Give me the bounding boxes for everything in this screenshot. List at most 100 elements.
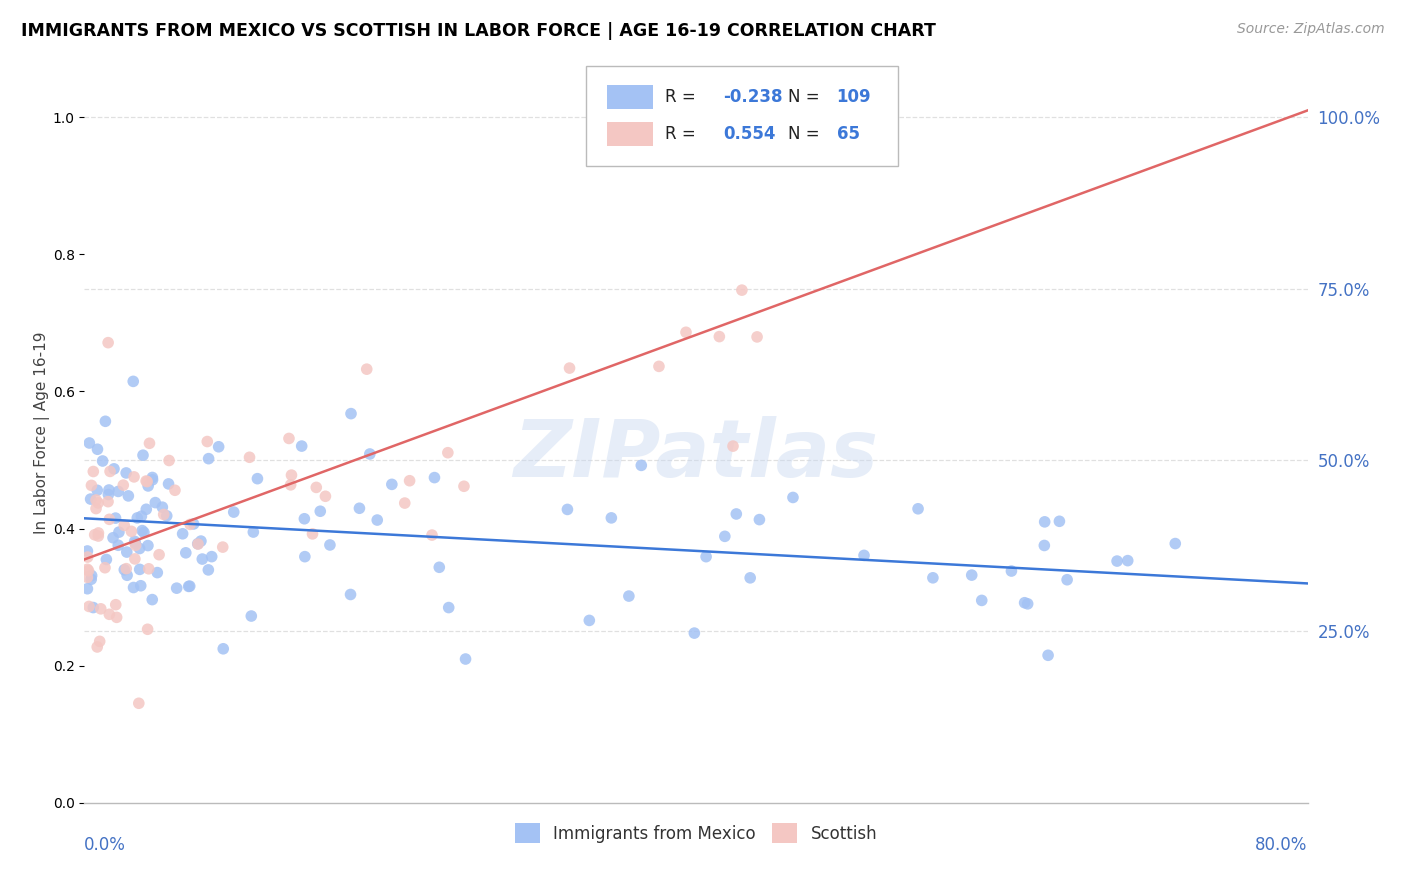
- Point: [136, 475, 159, 489]
- Point: [683, 626, 706, 640]
- Point: [174, 546, 197, 560]
- Point: [136, 539, 159, 553]
- Point: [1033, 515, 1056, 529]
- Point: [782, 491, 804, 505]
- Point: [278, 432, 301, 446]
- Point: [141, 470, 163, 484]
- Point: [291, 439, 314, 453]
- Point: [97, 494, 120, 508]
- Point: [1056, 573, 1078, 587]
- Point: [76, 562, 98, 576]
- Point: [138, 436, 160, 450]
- Point: [166, 581, 188, 595]
- Point: [80, 568, 103, 582]
- Point: [309, 504, 332, 518]
- Point: [76, 544, 98, 558]
- Point: [115, 545, 138, 559]
- Point: [222, 505, 245, 519]
- Point: [340, 407, 363, 421]
- Point: [117, 489, 139, 503]
- Point: [240, 609, 263, 624]
- Point: [84, 493, 107, 508]
- Point: [124, 552, 146, 566]
- Point: [76, 550, 98, 565]
- Point: [115, 466, 138, 480]
- Point: [157, 476, 180, 491]
- Point: [132, 448, 155, 462]
- Point: [695, 549, 717, 564]
- Point: [135, 502, 157, 516]
- Point: [1017, 597, 1039, 611]
- Point: [301, 527, 323, 541]
- Point: [922, 571, 945, 585]
- Point: [731, 283, 754, 297]
- Point: [150, 500, 173, 515]
- Point: [211, 540, 233, 554]
- Point: [128, 541, 150, 556]
- Point: [107, 484, 129, 499]
- Point: [97, 335, 120, 350]
- Point: [305, 480, 328, 494]
- Text: 65: 65: [837, 125, 859, 144]
- Point: [104, 511, 127, 525]
- Point: [124, 538, 146, 552]
- Point: [141, 473, 163, 487]
- Point: [131, 524, 153, 538]
- Point: [177, 579, 200, 593]
- Point: [79, 491, 101, 506]
- Point: [725, 507, 748, 521]
- Point: [427, 560, 450, 574]
- Point: [600, 511, 623, 525]
- Legend: Immigrants from Mexico, Scottish: Immigrants from Mexico, Scottish: [508, 816, 884, 850]
- Point: [437, 600, 460, 615]
- Point: [1000, 564, 1022, 578]
- Point: [280, 478, 302, 492]
- Point: [105, 610, 128, 624]
- Point: [86, 483, 108, 498]
- Point: [141, 592, 163, 607]
- Point: [1047, 514, 1070, 528]
- Point: [190, 534, 212, 549]
- Point: [453, 479, 475, 493]
- Point: [86, 640, 108, 654]
- FancyBboxPatch shape: [606, 122, 654, 146]
- Point: [745, 330, 768, 344]
- Point: [148, 548, 170, 562]
- Point: [294, 549, 316, 564]
- Point: [721, 439, 744, 453]
- Point: [101, 531, 124, 545]
- Point: [197, 563, 219, 577]
- Point: [319, 538, 342, 552]
- Point: [179, 579, 201, 593]
- Point: [187, 537, 209, 551]
- Point: [83, 528, 105, 542]
- Point: [90, 602, 112, 616]
- Point: [86, 442, 108, 457]
- Point: [187, 537, 209, 551]
- Point: [648, 359, 671, 374]
- Text: R =: R =: [665, 125, 696, 144]
- Point: [98, 464, 121, 478]
- Point: [122, 375, 145, 389]
- Point: [280, 468, 302, 483]
- Point: [398, 474, 420, 488]
- Point: [94, 560, 117, 574]
- Point: [129, 579, 152, 593]
- Point: [578, 614, 600, 628]
- Point: [246, 472, 269, 486]
- Point: [98, 607, 121, 622]
- Point: [76, 582, 98, 596]
- Point: [557, 502, 579, 516]
- Point: [80, 572, 103, 586]
- Point: [191, 552, 214, 566]
- Point: [197, 451, 219, 466]
- Point: [201, 549, 224, 564]
- Point: [136, 479, 159, 493]
- Point: [1107, 554, 1129, 568]
- Point: [124, 536, 146, 550]
- Text: ZIPatlas: ZIPatlas: [513, 416, 879, 494]
- Point: [87, 529, 110, 543]
- Point: [208, 440, 231, 454]
- Point: [127, 511, 149, 525]
- Text: N =: N =: [787, 125, 820, 144]
